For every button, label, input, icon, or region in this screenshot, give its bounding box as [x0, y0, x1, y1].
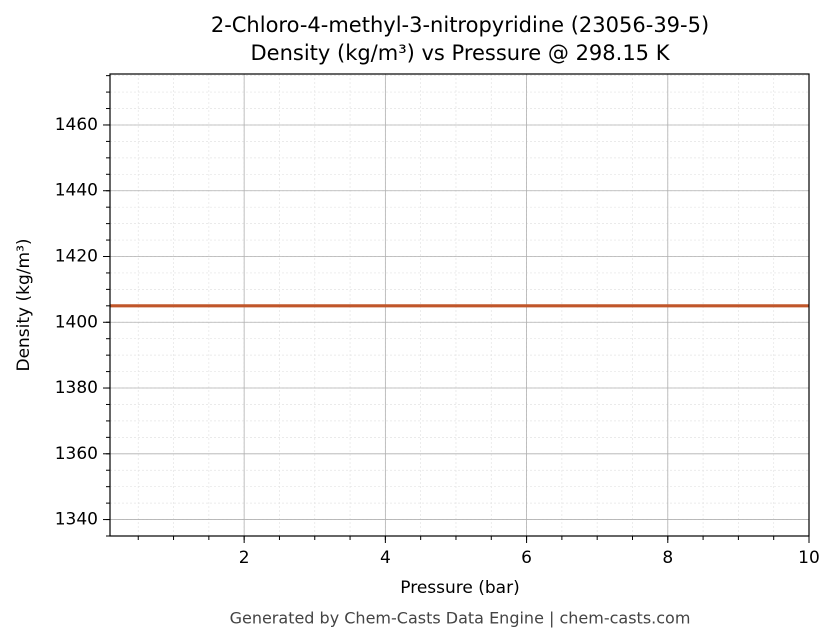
y-tick-label: 1360 [55, 444, 98, 464]
x-tick-label: 8 [662, 548, 673, 568]
x-tick-label: 6 [521, 548, 532, 568]
y-tick-label: 1380 [55, 378, 98, 398]
x-axis-label: Pressure (bar) [400, 578, 519, 598]
y-tick-label: 1460 [55, 115, 98, 135]
y-axis-label: Density (kg/m³) [14, 238, 34, 371]
footer: Generated by Chem-Casts Data Engine | ch… [230, 609, 691, 628]
x-tick-label: 4 [380, 548, 391, 568]
x-tick-label: 2 [239, 548, 250, 568]
chart-title: 2-Chloro-4-methyl-3-nitropyridine (23056… [211, 13, 709, 37]
plot-frame [109, 73, 810, 537]
chart-subtitle: Density (kg/m³) vs Pressure @ 298.15 K [250, 41, 670, 65]
y-tick-label: 1340 [55, 510, 98, 530]
y-tick-label: 1400 [55, 312, 98, 332]
y-tick-label: 1420 [55, 246, 98, 266]
x-tick-label: 10 [798, 548, 820, 568]
y-tick-label: 1440 [55, 181, 98, 201]
